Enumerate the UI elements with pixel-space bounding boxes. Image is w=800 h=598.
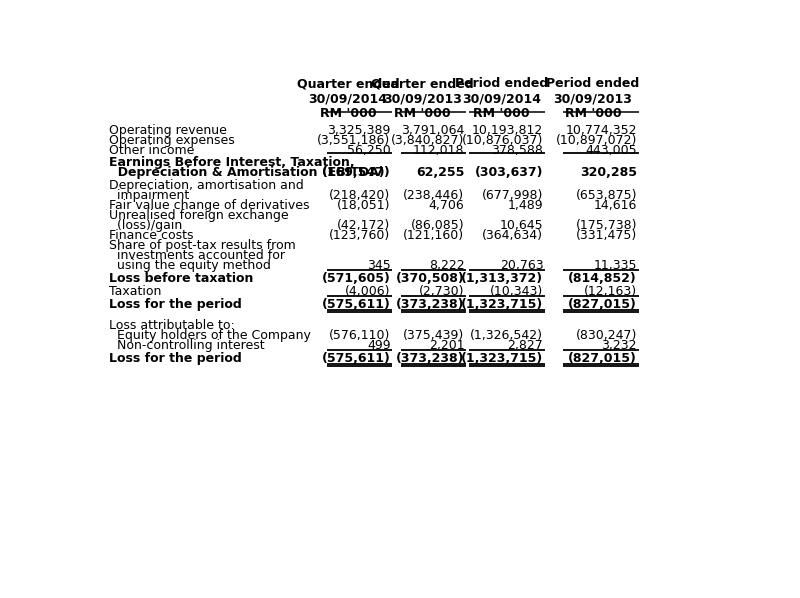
Text: Quarter ended
30/09/2013
RM '000: Quarter ended 30/09/2013 RM '000: [371, 77, 474, 120]
Text: (653,875): (653,875): [575, 189, 637, 202]
Text: (18,051): (18,051): [337, 199, 390, 212]
Text: (86,085): (86,085): [410, 219, 464, 232]
Text: (loss)/gain: (loss)/gain: [110, 219, 182, 232]
Text: Depreciation & Amortisation (EBITDA): Depreciation & Amortisation (EBITDA): [110, 166, 385, 179]
Text: 10,774,352: 10,774,352: [566, 124, 637, 137]
Text: 56,250: 56,250: [347, 144, 390, 157]
Text: (370,508): (370,508): [395, 272, 464, 285]
Text: (827,015): (827,015): [568, 298, 637, 311]
Text: (42,172): (42,172): [338, 219, 390, 232]
Text: 20,763: 20,763: [500, 259, 543, 272]
Text: (169,547): (169,547): [322, 166, 390, 179]
Text: (375,439): (375,439): [403, 329, 464, 342]
Text: Unrealised foreign exchange: Unrealised foreign exchange: [110, 209, 289, 222]
Text: impairment: impairment: [110, 189, 190, 202]
Text: 11,335: 11,335: [594, 259, 637, 272]
Text: (3,840,827): (3,840,827): [391, 134, 464, 147]
Text: Loss for the period: Loss for the period: [110, 352, 242, 365]
Text: (373,238): (373,238): [396, 352, 464, 365]
Text: using the equity method: using the equity method: [110, 259, 271, 272]
Text: Equity holders of the Company: Equity holders of the Company: [110, 329, 311, 342]
Text: Operating expenses: Operating expenses: [110, 134, 235, 147]
Text: Taxation: Taxation: [110, 285, 162, 298]
Text: (3,551,186): (3,551,186): [318, 134, 390, 147]
Text: (830,247): (830,247): [576, 329, 637, 342]
Text: 62,255: 62,255: [416, 166, 464, 179]
Text: Operating revenue: Operating revenue: [110, 124, 227, 137]
Text: (1,323,715): (1,323,715): [461, 352, 543, 365]
Text: (1,313,372): (1,313,372): [461, 272, 543, 285]
Text: 499: 499: [367, 339, 390, 352]
Text: (373,238): (373,238): [396, 298, 464, 311]
Text: 345: 345: [367, 259, 390, 272]
Text: (123,760): (123,760): [330, 229, 390, 242]
Text: 2,201: 2,201: [429, 339, 464, 352]
Text: (364,634): (364,634): [482, 229, 543, 242]
Text: Depreciation, amortisation and: Depreciation, amortisation and: [110, 179, 304, 192]
Text: (677,998): (677,998): [482, 189, 543, 202]
Text: (575,611): (575,611): [322, 298, 390, 311]
Text: 1,489: 1,489: [508, 199, 543, 212]
Text: Period ended
30/09/2013
RM '000: Period ended 30/09/2013 RM '000: [546, 77, 639, 120]
Text: 3,325,389: 3,325,389: [327, 124, 390, 137]
Text: 3,791,064: 3,791,064: [401, 124, 464, 137]
Text: Share of post-tax results from: Share of post-tax results from: [110, 239, 296, 252]
Text: (576,110): (576,110): [330, 329, 390, 342]
Text: (12,163): (12,163): [584, 285, 637, 298]
Text: 4,706: 4,706: [429, 199, 464, 212]
Text: (2,730): (2,730): [418, 285, 464, 298]
Text: (827,015): (827,015): [568, 352, 637, 365]
Text: (121,160): (121,160): [403, 229, 464, 242]
Text: (10,897,072): (10,897,072): [556, 134, 637, 147]
Text: (575,611): (575,611): [322, 352, 390, 365]
Text: 2,827: 2,827: [507, 339, 543, 352]
Text: (10,343): (10,343): [490, 285, 543, 298]
Text: (1,326,542): (1,326,542): [470, 329, 543, 342]
Text: 112,018: 112,018: [413, 144, 464, 157]
Text: Non-controlling interest: Non-controlling interest: [110, 339, 265, 352]
Text: Other income: Other income: [110, 144, 194, 157]
Text: Quarter ended
30/09/2014
RM '000: Quarter ended 30/09/2014 RM '000: [297, 77, 399, 120]
Text: (303,637): (303,637): [474, 166, 543, 179]
Text: 3,232: 3,232: [602, 339, 637, 352]
Text: Loss attributable to:: Loss attributable to:: [110, 319, 235, 332]
Text: Period ended
30/09/2014
RM '000: Period ended 30/09/2014 RM '000: [455, 77, 548, 120]
Text: 378,588: 378,588: [491, 144, 543, 157]
Text: (10,876,037): (10,876,037): [462, 134, 543, 147]
Text: Earnings Before Interest, Taxation,: Earnings Before Interest, Taxation,: [110, 155, 355, 169]
Text: 443,005: 443,005: [586, 144, 637, 157]
Text: (218,420): (218,420): [330, 189, 390, 202]
Text: (571,605): (571,605): [322, 272, 390, 285]
Text: 10,193,812: 10,193,812: [472, 124, 543, 137]
Text: (238,446): (238,446): [403, 189, 464, 202]
Text: Loss before taxation: Loss before taxation: [110, 272, 254, 285]
Text: 320,285: 320,285: [580, 166, 637, 179]
Text: 14,616: 14,616: [594, 199, 637, 212]
Text: (175,738): (175,738): [575, 219, 637, 232]
Text: (4,006): (4,006): [345, 285, 390, 298]
Text: (1,323,715): (1,323,715): [461, 298, 543, 311]
Text: (331,475): (331,475): [576, 229, 637, 242]
Text: Loss for the period: Loss for the period: [110, 298, 242, 311]
Text: Finance costs: Finance costs: [110, 229, 194, 242]
Text: Fair value change of derivatives: Fair value change of derivatives: [110, 199, 310, 212]
Text: 8,222: 8,222: [429, 259, 464, 272]
Text: investments accounted for: investments accounted for: [110, 249, 286, 262]
Text: (814,852): (814,852): [568, 272, 637, 285]
Text: 10,645: 10,645: [500, 219, 543, 232]
